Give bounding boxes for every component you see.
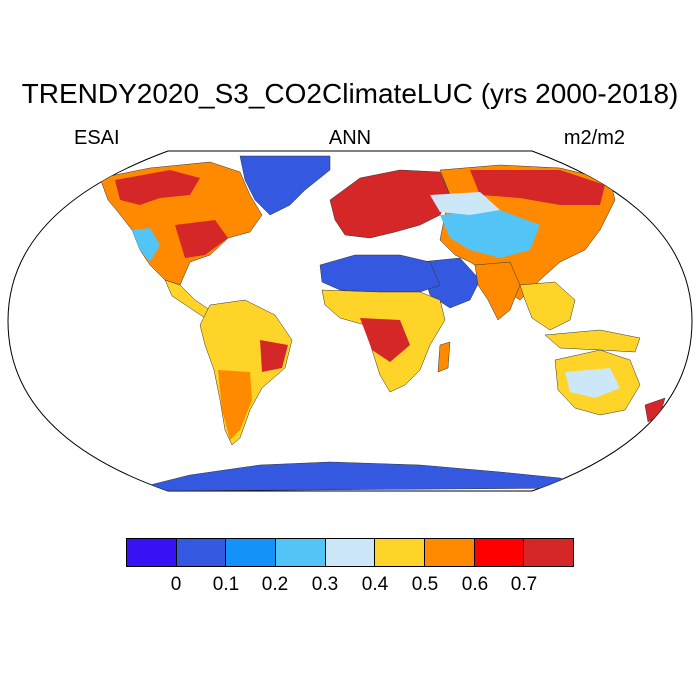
colorbar-swatch (325, 539, 376, 566)
map-title: TRENDY2020_S3_CO2ClimateLUC (yrs 2000-20… (21, 78, 679, 109)
colorbar-tick-label: 0 (170, 574, 182, 595)
units-label: m2/m2 (563, 127, 625, 149)
region-siberia (470, 170, 605, 205)
region-greenland (239, 155, 331, 216)
region-antarctica (149, 461, 591, 491)
colorbar-ticks: 0 0.1 0.2 0.3 0.4 0.5 0.6 0.7 (0, 574, 700, 600)
colorbar-swatch (524, 539, 574, 566)
colorbar (126, 538, 574, 567)
variable-label: ESAI (74, 127, 120, 149)
season-label: ANN (328, 127, 372, 149)
region-south-america-east (260, 340, 288, 372)
colorbar-tick-label: 0.5 (411, 574, 439, 595)
colorbar-tick-label: 0.7 (510, 574, 538, 595)
colorbar-swatch (276, 539, 326, 566)
colorbar-tick-label: 0.3 (311, 574, 339, 595)
colorbar-tick-label: 0.6 (461, 574, 489, 595)
colorbar-tick-label: 0.1 (212, 574, 240, 595)
colorbar-swatch (474, 539, 525, 566)
region-europe (329, 169, 451, 239)
colorbar-swatch (226, 539, 277, 566)
region-kazakh-steppe (430, 192, 500, 215)
region-south-america-south (218, 370, 252, 440)
region-us-east (175, 220, 228, 258)
region-arabia (419, 257, 481, 309)
colorbar-swatch (375, 539, 426, 566)
region-madagascar (437, 341, 451, 373)
region-central-asia (440, 210, 540, 258)
region-indonesia (544, 329, 641, 353)
colorbar-tick-label: 0.4 (361, 574, 389, 595)
region-southeast-asia (519, 281, 576, 331)
region-us-west (132, 228, 160, 262)
colorbar-swatch (425, 539, 475, 566)
region-india (474, 261, 521, 321)
region-central-africa (360, 318, 410, 362)
region-canada-north (115, 170, 200, 205)
colorbar-swatch (176, 539, 227, 566)
colorbar-tick-label: 0.2 (261, 574, 289, 595)
region-australia-interior (565, 368, 620, 398)
colorbar-swatch (127, 539, 177, 566)
region-sahara (319, 254, 441, 293)
